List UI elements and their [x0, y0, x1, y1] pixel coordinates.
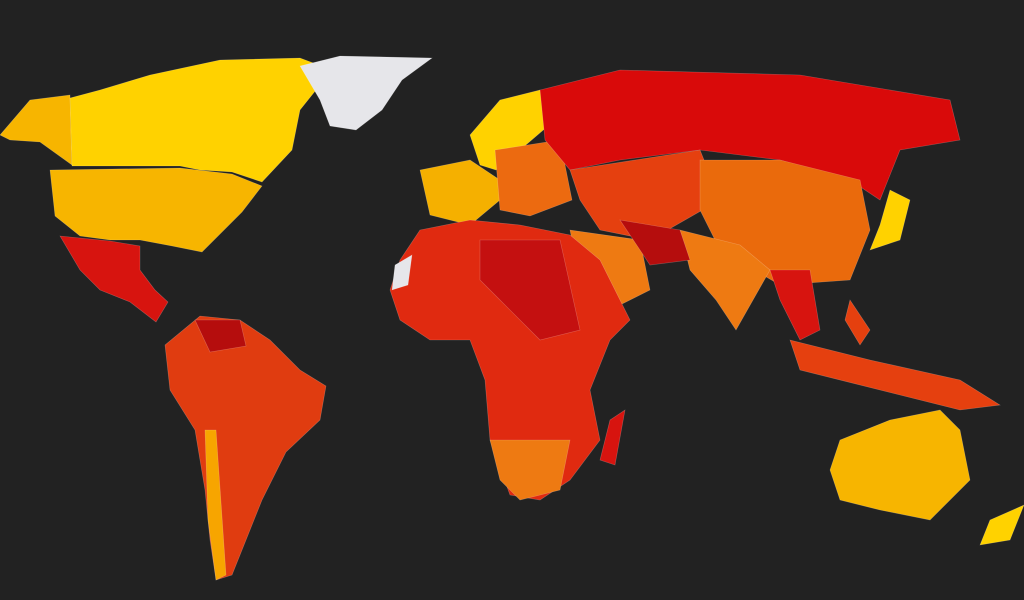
south-america	[164, 315, 327, 581]
southeast-asia	[769, 269, 821, 341]
japan	[869, 189, 911, 251]
venezuela	[194, 319, 247, 353]
iran-afghanistan	[619, 219, 691, 266]
india	[679, 229, 771, 331]
north-central-africa	[479, 239, 581, 341]
mexico-central-america	[59, 235, 169, 323]
madagascar	[599, 409, 626, 466]
usa	[49, 167, 263, 253]
philippines	[844, 299, 871, 346]
canada	[69, 57, 333, 183]
southern-africa	[489, 439, 571, 501]
new-zealand	[979, 504, 1024, 546]
greenland	[299, 55, 433, 131]
chile	[204, 429, 227, 581]
indonesia	[789, 339, 1001, 411]
scandinavia	[469, 89, 556, 171]
russia	[539, 69, 961, 201]
western-sahara	[391, 254, 413, 291]
australia	[829, 409, 971, 521]
